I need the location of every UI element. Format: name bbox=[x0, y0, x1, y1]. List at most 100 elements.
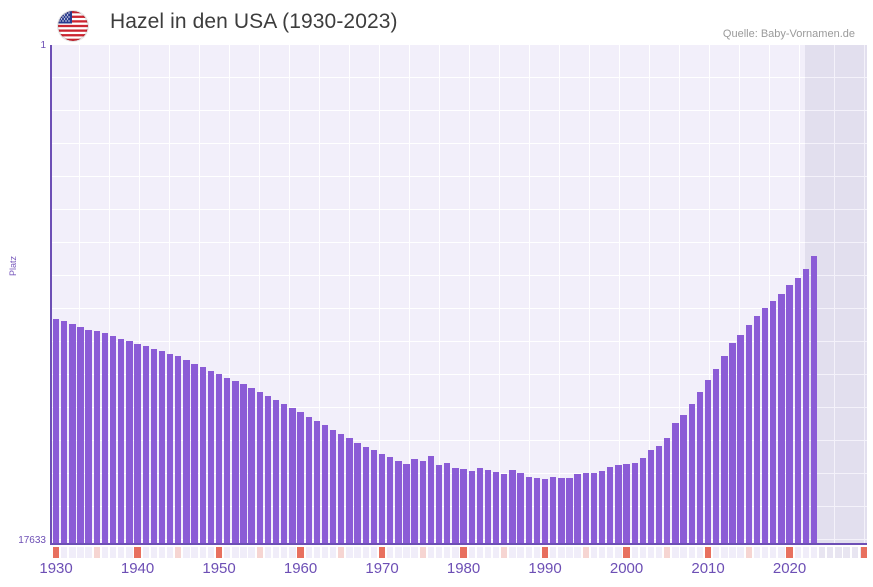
bar-1999 bbox=[615, 465, 622, 545]
x-tick-1985 bbox=[501, 547, 508, 558]
y-tick-bottom: 17633 bbox=[18, 535, 46, 546]
x-tick-1983 bbox=[484, 547, 492, 558]
bar-1992 bbox=[558, 478, 565, 545]
x-tick-1989 bbox=[533, 547, 541, 558]
x-tick-1931 bbox=[61, 547, 68, 558]
bar-1993 bbox=[566, 478, 573, 545]
bar-2010 bbox=[704, 380, 712, 545]
bar-2009 bbox=[696, 391, 704, 545]
x-tick-1936 bbox=[101, 547, 109, 558]
x-tick-2008 bbox=[688, 547, 695, 558]
bar-2006 bbox=[672, 422, 679, 545]
x-tick-1959 bbox=[289, 547, 296, 558]
bar-1988 bbox=[525, 476, 532, 545]
bar-2016 bbox=[753, 315, 761, 545]
x-tick-2009 bbox=[696, 547, 704, 558]
x-tick-2019 bbox=[778, 547, 785, 558]
x-tick-2020 bbox=[786, 547, 793, 558]
bar-2020 bbox=[786, 285, 793, 545]
x-tick-1956 bbox=[264, 547, 272, 558]
bar-1951 bbox=[224, 377, 231, 545]
x-tick-1932 bbox=[69, 547, 76, 558]
x-tick-1990 bbox=[541, 547, 549, 558]
x-tick-1995 bbox=[582, 547, 589, 558]
x-tick-2018 bbox=[770, 547, 777, 558]
x-tick-2014 bbox=[737, 547, 744, 558]
bar-1933 bbox=[77, 327, 84, 545]
x-tick-1994 bbox=[574, 547, 581, 558]
x-axis-label-1990: 1990 bbox=[528, 560, 562, 577]
x-tick-1963 bbox=[321, 547, 329, 558]
bar-1952 bbox=[232, 380, 239, 545]
bar-2013 bbox=[729, 343, 736, 545]
x-tick-1942 bbox=[150, 547, 158, 558]
x-tick-2024 bbox=[818, 547, 826, 558]
bar-1989 bbox=[533, 478, 541, 545]
x-tick-2021 bbox=[794, 547, 801, 558]
bar-1968 bbox=[362, 446, 369, 545]
bar-1990 bbox=[541, 478, 549, 545]
chart-header: Hazel in den USA (1930-2023) Quelle: Bab… bbox=[0, 0, 873, 44]
x-tick-1934 bbox=[85, 547, 92, 558]
bar-1972 bbox=[395, 460, 402, 545]
x-tick-2011 bbox=[713, 547, 720, 558]
x-tick-1945 bbox=[175, 547, 182, 558]
x-tick-1940 bbox=[134, 547, 141, 558]
x-tick-1948 bbox=[199, 547, 206, 558]
x-tick-1992 bbox=[558, 547, 565, 558]
bar-1950 bbox=[215, 374, 223, 545]
bar-2015 bbox=[745, 325, 752, 545]
bar-1937 bbox=[109, 336, 117, 545]
x-tick-1965 bbox=[338, 547, 345, 558]
bar-1962 bbox=[313, 421, 321, 545]
plot-area bbox=[50, 45, 867, 545]
bar-1994 bbox=[574, 474, 581, 545]
x-axis-label-1940: 1940 bbox=[120, 560, 155, 577]
x-tick-1966 bbox=[346, 547, 353, 558]
x-tick-2026 bbox=[835, 547, 842, 558]
x-tick-1991 bbox=[550, 547, 557, 558]
x-tick-1986 bbox=[509, 547, 516, 558]
x-axis-tick-strip bbox=[52, 547, 867, 558]
x-tick-1977 bbox=[435, 547, 443, 558]
bar-1958 bbox=[281, 403, 288, 545]
x-tick-2003 bbox=[647, 547, 655, 558]
x-tick-1941 bbox=[142, 547, 149, 558]
x-tick-1955 bbox=[256, 547, 263, 558]
bar-2000 bbox=[623, 464, 630, 545]
bar-1991 bbox=[550, 477, 557, 545]
bar-1956 bbox=[264, 395, 272, 545]
bar-2005 bbox=[664, 437, 671, 545]
x-tick-1952 bbox=[232, 547, 239, 558]
x-tick-1974 bbox=[411, 547, 418, 558]
x-axis-labels: 1930 1940 1950 1960 1970 1980 1990 2000 2010 2020 bbox=[0, 560, 873, 587]
bar-1940 bbox=[134, 343, 141, 545]
x-axis-label-1970: 1970 bbox=[365, 560, 399, 577]
bar-2012 bbox=[721, 356, 728, 545]
bar-2014 bbox=[737, 334, 744, 545]
x-tick-1997 bbox=[598, 547, 606, 558]
bar-1934 bbox=[85, 329, 92, 545]
x-tick-1970 bbox=[378, 547, 386, 558]
x-tick-1939 bbox=[126, 547, 133, 558]
x-tick-1964 bbox=[329, 547, 337, 558]
bar-1939 bbox=[126, 341, 133, 545]
bar-1998 bbox=[607, 467, 614, 545]
x-tick-1982 bbox=[476, 547, 484, 558]
bar-1944 bbox=[166, 353, 174, 545]
bar-1945 bbox=[175, 356, 182, 545]
page-title: Hazel in den USA (1930-2023) bbox=[110, 10, 398, 33]
bar-1932 bbox=[69, 323, 76, 545]
x-tick-2016 bbox=[753, 547, 761, 558]
x-tick-2022 bbox=[802, 547, 810, 558]
bar-1931 bbox=[61, 321, 68, 545]
bar-1984 bbox=[492, 471, 500, 545]
x-tick-1933 bbox=[77, 547, 84, 558]
x-tick-1971 bbox=[387, 547, 394, 558]
x-tick-1999 bbox=[615, 547, 622, 558]
bar-1981 bbox=[468, 471, 475, 545]
x-tick-1962 bbox=[313, 547, 321, 558]
x-tick-1969 bbox=[370, 547, 378, 558]
bar-1978 bbox=[444, 462, 451, 545]
